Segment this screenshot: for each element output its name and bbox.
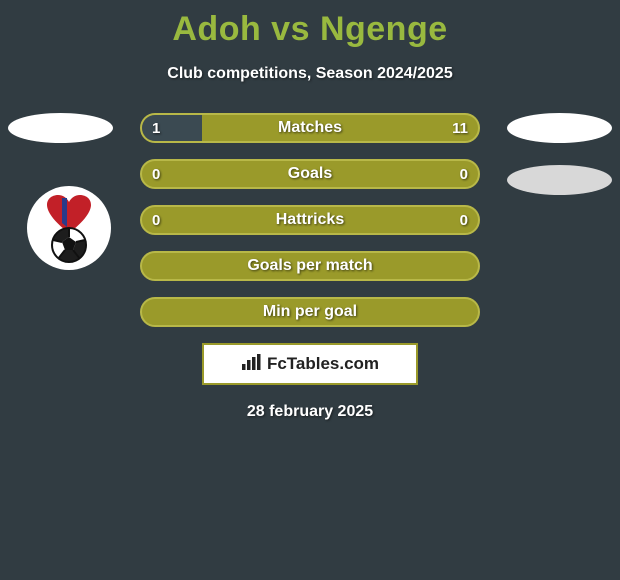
stat-row: Goals per match (140, 251, 480, 281)
stat-value-left: 0 (142, 161, 170, 187)
comparison-panel: Matches111Goals00Hattricks00Goals per ma… (0, 113, 620, 421)
stat-row: Matches111 (140, 113, 480, 143)
stat-row: Min per goal (140, 297, 480, 327)
stat-label: Goals (142, 161, 478, 187)
subtitle: Club competitions, Season 2024/2025 (0, 65, 620, 83)
soccer-ball-icon (51, 227, 87, 263)
stat-bars: Matches111Goals00Hattricks00Goals per ma… (140, 113, 480, 327)
stat-value-right: 0 (450, 207, 478, 233)
stat-value-left: 0 (142, 207, 170, 233)
player-right-avatar-2 (507, 165, 612, 195)
page-title: Adoh vs Ngenge (0, 0, 620, 49)
brand-box[interactable]: FcTables.com (202, 343, 418, 385)
stat-value-right: 11 (442, 115, 478, 141)
stat-value-left: 1 (142, 115, 170, 141)
stat-row: Hattricks0 0 (140, 205, 480, 235)
bar-chart-icon (241, 353, 261, 376)
player-left-avatar (8, 113, 113, 143)
stat-label: Matches (142, 115, 478, 141)
brand-text: FcTables.com (267, 354, 379, 374)
stat-label: Goals per match (142, 253, 478, 279)
stat-row: Goals0 0 (140, 159, 480, 189)
club-logo-left (27, 186, 111, 270)
stat-label: Hattricks (142, 207, 478, 233)
stat-value-right: 0 (450, 161, 478, 187)
player-right-avatar (507, 113, 612, 143)
stat-label: Min per goal (142, 299, 478, 325)
date-text: 28 february 2025 (0, 403, 620, 421)
